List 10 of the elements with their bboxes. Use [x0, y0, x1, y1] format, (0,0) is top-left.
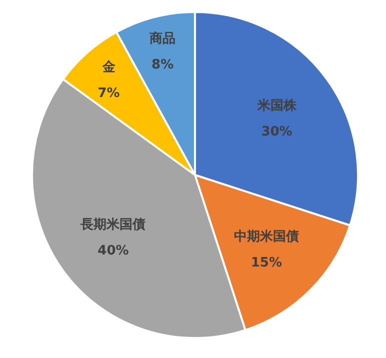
slice-label: 中期米国債 [234, 229, 299, 244]
data-label: 30% [261, 124, 292, 140]
data-label: 15% [250, 255, 282, 270]
slice-label: 商品 [148, 30, 176, 47]
slice-label: 米国株 [256, 98, 298, 114]
data-label: 8% [152, 58, 174, 73]
data-label: 40% [98, 243, 129, 258]
data-label: 7% [98, 86, 120, 102]
slice-label: 金 [101, 60, 116, 76]
slice-label: 長期米国債 [80, 217, 146, 232]
